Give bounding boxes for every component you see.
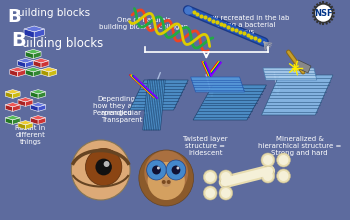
- Polygon shape: [33, 52, 41, 59]
- Polygon shape: [5, 103, 20, 107]
- Circle shape: [203, 170, 217, 184]
- Polygon shape: [18, 123, 26, 129]
- Polygon shape: [263, 68, 317, 80]
- Circle shape: [261, 153, 275, 167]
- Text: Now recreated in the lab
using a bacterial
virus: Now recreated in the lab using a bacteri…: [203, 15, 289, 35]
- Text: NSF: NSF: [314, 9, 333, 18]
- Text: Mineralized &
hierarchical structure =
Strong and hard: Mineralized & hierarchical structure = S…: [258, 136, 341, 156]
- Polygon shape: [5, 92, 13, 98]
- Circle shape: [161, 177, 171, 187]
- Polygon shape: [5, 116, 20, 120]
- Polygon shape: [31, 90, 46, 94]
- Polygon shape: [26, 49, 41, 54]
- Polygon shape: [18, 58, 33, 63]
- Text: One of nature's
building blocks - collagen: One of nature's building blocks - collag…: [99, 16, 188, 29]
- Circle shape: [219, 186, 233, 200]
- Text: B: B: [12, 31, 27, 50]
- Circle shape: [203, 186, 217, 200]
- Circle shape: [314, 4, 332, 22]
- Polygon shape: [38, 105, 46, 111]
- Circle shape: [205, 172, 215, 182]
- Circle shape: [162, 180, 166, 184]
- Circle shape: [221, 172, 231, 182]
- Polygon shape: [41, 67, 57, 72]
- Circle shape: [263, 155, 273, 165]
- Polygon shape: [13, 118, 20, 124]
- Polygon shape: [13, 92, 20, 98]
- Wedge shape: [86, 157, 101, 183]
- Text: Twisted layer
structure =
Iridescent: Twisted layer structure = Iridescent: [182, 136, 228, 156]
- Polygon shape: [191, 77, 244, 92]
- Polygon shape: [31, 103, 46, 107]
- Polygon shape: [143, 80, 165, 130]
- Text: B: B: [8, 8, 21, 26]
- Polygon shape: [5, 105, 13, 111]
- Polygon shape: [33, 70, 41, 77]
- Polygon shape: [31, 116, 46, 120]
- Polygon shape: [26, 70, 33, 77]
- Polygon shape: [26, 61, 33, 68]
- Circle shape: [261, 169, 275, 183]
- Polygon shape: [5, 90, 20, 94]
- Circle shape: [205, 188, 215, 198]
- Polygon shape: [41, 70, 49, 77]
- Polygon shape: [31, 105, 38, 111]
- Circle shape: [277, 153, 290, 167]
- Text: uilding blocks: uilding blocks: [18, 8, 90, 18]
- Circle shape: [172, 165, 180, 174]
- Circle shape: [277, 169, 290, 183]
- Circle shape: [167, 180, 170, 184]
- Polygon shape: [5, 118, 13, 124]
- Circle shape: [263, 171, 273, 181]
- Polygon shape: [261, 75, 333, 115]
- Polygon shape: [33, 61, 41, 68]
- Text: Perpendicular =
Transparent: Perpendicular = Transparent: [93, 110, 149, 123]
- Polygon shape: [26, 123, 33, 129]
- Polygon shape: [49, 70, 57, 77]
- Polygon shape: [18, 70, 26, 77]
- Polygon shape: [295, 60, 311, 73]
- Circle shape: [152, 165, 161, 174]
- Circle shape: [176, 167, 180, 169]
- Polygon shape: [26, 100, 33, 106]
- Polygon shape: [130, 80, 188, 110]
- Circle shape: [96, 159, 112, 175]
- Polygon shape: [18, 98, 33, 102]
- Polygon shape: [33, 58, 49, 63]
- Circle shape: [221, 188, 231, 198]
- Circle shape: [148, 162, 185, 200]
- Polygon shape: [193, 85, 266, 120]
- Polygon shape: [38, 118, 46, 124]
- Text: Depending
how they are
arranged: Depending how they are arranged: [93, 96, 139, 116]
- Circle shape: [147, 160, 166, 180]
- Polygon shape: [18, 121, 33, 125]
- Polygon shape: [24, 29, 34, 38]
- Polygon shape: [10, 67, 26, 72]
- Text: Result in
different
things: Result in different things: [15, 125, 46, 145]
- Polygon shape: [18, 100, 26, 106]
- Polygon shape: [31, 118, 38, 124]
- Circle shape: [157, 167, 160, 169]
- Circle shape: [139, 150, 194, 206]
- Polygon shape: [13, 105, 20, 111]
- Circle shape: [279, 155, 288, 165]
- Polygon shape: [18, 61, 26, 68]
- Polygon shape: [38, 92, 46, 98]
- Circle shape: [144, 151, 188, 195]
- Circle shape: [219, 170, 233, 184]
- Polygon shape: [10, 70, 18, 77]
- Polygon shape: [24, 26, 44, 32]
- Circle shape: [314, 4, 332, 22]
- Circle shape: [166, 160, 186, 180]
- Polygon shape: [31, 92, 38, 98]
- Polygon shape: [26, 52, 33, 59]
- Polygon shape: [34, 29, 44, 38]
- Circle shape: [71, 140, 130, 200]
- Polygon shape: [41, 61, 49, 68]
- Text: uilding blocks: uilding blocks: [21, 37, 103, 50]
- Circle shape: [85, 148, 122, 186]
- Circle shape: [279, 171, 288, 181]
- Circle shape: [104, 161, 110, 167]
- Polygon shape: [26, 67, 41, 72]
